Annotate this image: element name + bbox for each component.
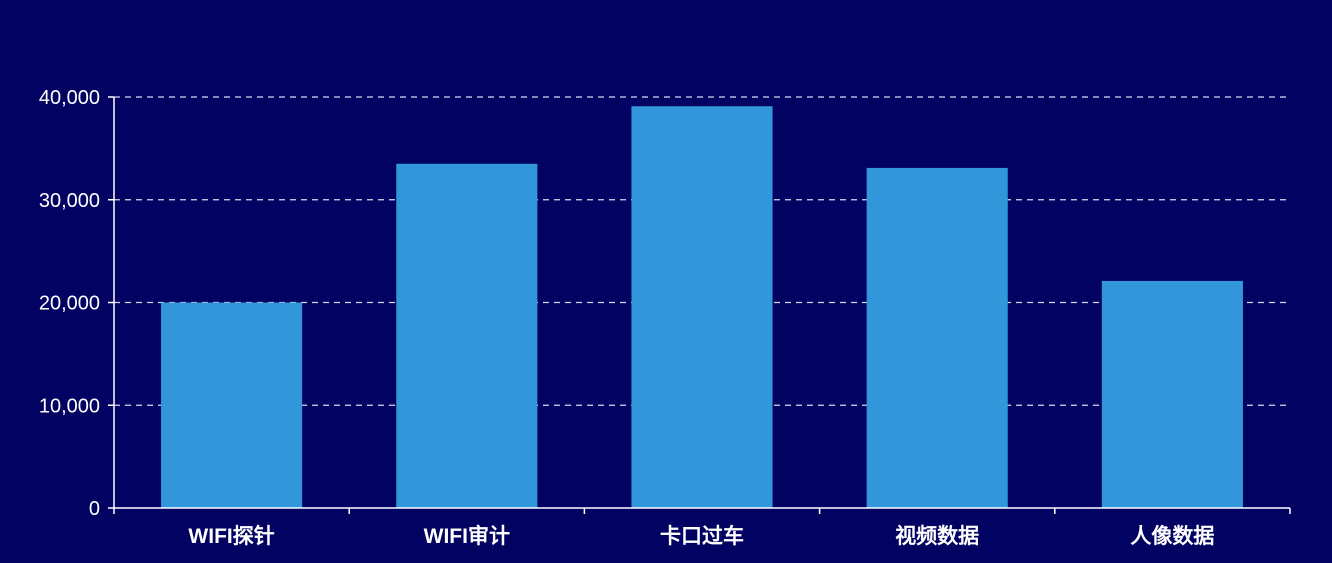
- x-category-label: WIFI审计: [424, 524, 510, 548]
- axis-labels: 0 10,000 20,000 30,000 40,000 WIFI探针 WIFI审计 卡口过…: [39, 87, 1215, 548]
- y-tick-label: 0: [89, 498, 100, 520]
- bar: [161, 302, 303, 508]
- x-category-label: 卡口过车: [660, 524, 744, 548]
- y-tick-label: 40,000: [39, 87, 100, 109]
- y-tick-label: 10,000: [39, 395, 100, 417]
- x-category-label: WIFI探针: [188, 524, 274, 548]
- axes: [108, 96, 1291, 514]
- bar: [1101, 280, 1243, 508]
- y-tick-label: 30,000: [39, 190, 100, 212]
- bar: [631, 106, 773, 508]
- y-tick-label: 20,000: [39, 293, 100, 315]
- bar: [866, 167, 1008, 508]
- bar: [396, 163, 538, 508]
- x-category-label: 视频数据: [895, 524, 979, 548]
- x-category-label: 人像数据: [1130, 525, 1214, 548]
- bars: [161, 106, 1243, 508]
